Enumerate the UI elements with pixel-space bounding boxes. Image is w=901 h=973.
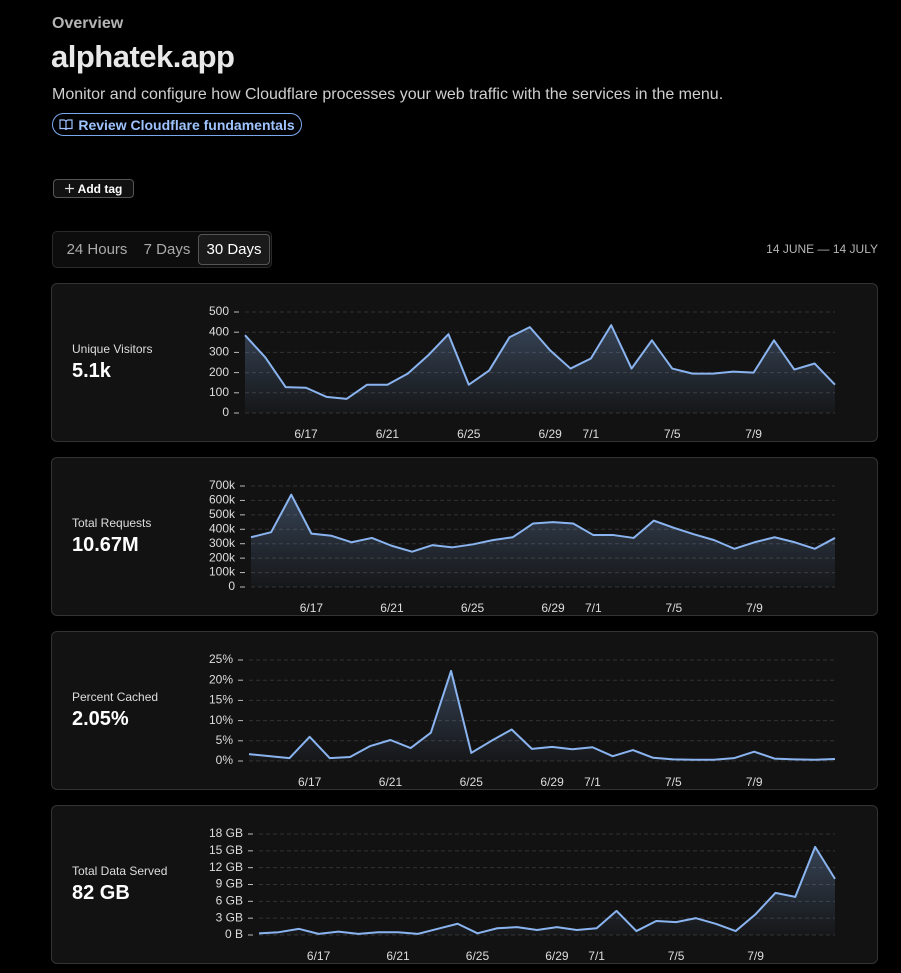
- time-tab[interactable]: 24 Hours: [66, 241, 128, 258]
- y-tick-label: 18 GB: [209, 826, 243, 840]
- area: [251, 494, 835, 587]
- y-tick-label: 12 GB: [209, 860, 243, 874]
- x-tick-label: 6/25: [466, 949, 490, 963]
- y-tick-label: 500k: [209, 507, 236, 521]
- chart-title: Percent Cached: [72, 690, 159, 704]
- x-tick-label: 6/21: [380, 601, 404, 615]
- x-tick-label: 6/29: [541, 601, 565, 615]
- chart-summary: 5.1k: [72, 360, 111, 382]
- area: [259, 846, 835, 935]
- x-tick-label: 7/1: [585, 601, 602, 615]
- y-tick-label: 300k: [209, 536, 236, 550]
- x-tick-label: 6/29: [540, 775, 564, 789]
- description: Monitor and configure how Cloudflare pro…: [52, 86, 724, 103]
- y-tick-label: 100k: [209, 565, 236, 579]
- chart-title: Total Data Served: [72, 864, 168, 878]
- chart-summary: 2.05%: [72, 708, 129, 730]
- book-icon: [59, 118, 73, 130]
- x-tick-label: 6/25: [460, 775, 484, 789]
- add-tag-text: Add tag: [77, 181, 123, 196]
- x-tick-label: 6/17: [294, 427, 318, 441]
- chart-title: Unique Visitors: [72, 342, 153, 356]
- x-tick-label: 6/21: [379, 775, 403, 789]
- y-tick-label: 10%: [209, 713, 233, 727]
- x-tick-label: 7/5: [664, 427, 681, 441]
- y-tick-label: 200: [209, 365, 229, 379]
- chart-title: Total Requests: [72, 516, 152, 530]
- x-tick-label: 7/1: [584, 775, 601, 789]
- line: [244, 324, 836, 400]
- x-tick-label: 6/29: [538, 427, 562, 441]
- y-tick-label: 100: [209, 385, 229, 399]
- x-tick-label: 6/17: [300, 601, 324, 615]
- y-tick-label: 0 B: [225, 927, 243, 941]
- y-tick-label: 0: [222, 405, 229, 419]
- y-tick-label: 200k: [209, 550, 236, 564]
- time-tab[interactable]: 7 Days: [143, 241, 191, 258]
- y-tick-label: 300: [209, 345, 229, 359]
- plus-icon: [64, 184, 74, 193]
- x-tick-label: 6/17: [307, 949, 331, 963]
- x-tick-label: 7/5: [665, 775, 682, 789]
- y-tick-label: 500: [209, 304, 229, 318]
- area: [249, 670, 835, 761]
- x-tick-label: 7/5: [668, 949, 685, 963]
- time-tabs: 24 Hours 7 Days 30 Days: [52, 231, 272, 268]
- y-tick-label: 600k: [209, 493, 236, 507]
- chart: 0% 5% 10% 15% 20% 25% 6/17 6/21 6/25 6/29 7/1 7/5 7/…: [209, 652, 836, 789]
- add-tag-button[interactable]: Add tag: [53, 179, 134, 198]
- line: [248, 669, 836, 761]
- y-tick-label: 20%: [209, 672, 233, 686]
- site-title: alphatek.app: [51, 39, 235, 74]
- y-tick-label: 25%: [209, 652, 233, 666]
- x-tick-label: 7/5: [666, 601, 683, 615]
- chart-summary: 10.67M: [72, 534, 139, 556]
- y-tick-label: 15 GB: [209, 843, 243, 857]
- x-tick-label: 6/17: [298, 775, 322, 789]
- y-tick-label: 9 GB: [216, 877, 243, 891]
- link-text: Review Cloudflare fundamentals: [78, 116, 295, 133]
- x-tick-label: 7/9: [747, 949, 764, 963]
- x-tick-label: 7/9: [746, 775, 763, 789]
- y-tick-label: 5%: [216, 733, 234, 747]
- chart: 0 B 3 GB 6 GB 9 GB 12 GB 15 GB 18 GB 6/17 6/21 6/…: [209, 826, 836, 963]
- y-tick-label: 700k: [209, 478, 236, 492]
- y-tick-label: 15%: [209, 693, 233, 707]
- y-tick-label: 6 GB: [216, 894, 243, 908]
- x-tick-label: 7/1: [583, 427, 600, 441]
- chart-card: Percent Cached 2.05% 0% 5% 10% 15% 20% 25% 6/17 6…: [51, 631, 878, 790]
- y-tick-label: 400: [209, 324, 229, 338]
- y-tick-label: 0: [228, 579, 235, 593]
- date-range: 14 JUNE — 14 JULY: [766, 242, 878, 256]
- x-tick-label: 7/9: [745, 427, 762, 441]
- chart-card: Total Requests 10.67M 0 100k 200k 300k 400k 500…: [51, 457, 878, 616]
- y-tick-label: 0%: [216, 753, 234, 767]
- fundamentals-link[interactable]: Review Cloudflare fundamentals: [52, 113, 302, 136]
- x-tick-label: 7/1: [588, 949, 605, 963]
- x-tick-label: 6/25: [457, 427, 481, 441]
- x-tick-label: 7/9: [746, 601, 763, 615]
- x-tick-label: 6/21: [376, 427, 400, 441]
- y-tick-label: 3 GB: [216, 910, 243, 924]
- line: [250, 493, 836, 553]
- area: [245, 325, 835, 413]
- chart-card: Total Data Served 82 GB 0 B 3 GB 6 GB 9 GB 12 …: [51, 805, 878, 964]
- time-tab[interactable]: 30 Days: [198, 234, 270, 265]
- line: [258, 845, 836, 935]
- x-tick-label: 6/25: [461, 601, 485, 615]
- chart: 0 100 200 300 400 500 6/17 6/21 6/25 6/29 7/1 7/5 7/…: [209, 304, 836, 441]
- eyebrow: Overview: [52, 15, 124, 32]
- y-tick-label: 400k: [209, 521, 236, 535]
- x-tick-label: 6/29: [545, 949, 569, 963]
- chart-card: Unique Visitors 5.1k 0 100 200 300 400 500 6/17 6…: [51, 283, 878, 442]
- chart-summary: 82 GB: [72, 882, 130, 904]
- x-tick-label: 6/21: [386, 949, 410, 963]
